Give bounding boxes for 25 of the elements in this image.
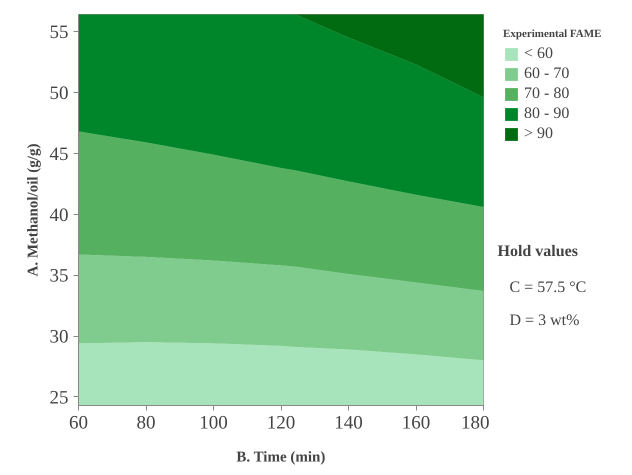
y-tick-label: 45 <box>50 144 68 165</box>
legend-label: < 60 <box>524 45 554 63</box>
y-tick-label: 40 <box>50 204 68 226</box>
x-tick-label: 140 <box>334 412 363 434</box>
text: D = 3 wt% <box>510 312 580 329</box>
y-tick-label: 55 <box>50 22 68 44</box>
y-tick-label: 50 <box>50 82 68 104</box>
x-tick-label: 120 <box>266 412 296 434</box>
legend-title: Experimental FAME <box>503 28 602 40</box>
x-tick-label: 160 <box>402 412 430 434</box>
text: Hold values <box>498 243 578 260</box>
y-axis-title: A. Methanol/oil (g/g) <box>26 144 42 276</box>
x-axis-title: B. Time (min) <box>236 450 326 466</box>
legend-label: 80 - 90 <box>524 105 570 123</box>
x-tick-label: 100 <box>199 412 228 434</box>
x-tick-label: 60 <box>69 412 88 434</box>
legend-label: 60 - 70 <box>524 65 570 83</box>
text: C = 57.5 °C <box>510 278 586 296</box>
x-tick-label: 80 <box>136 412 156 434</box>
y-tick-label: 35 <box>50 266 68 287</box>
legend-label: > 90 <box>524 125 554 143</box>
y-tick-label: 25 <box>50 387 68 408</box>
legend-label: 70 - 80 <box>524 85 570 103</box>
y-tick-label: 30 <box>50 326 68 348</box>
x-tick-label: 180 <box>461 412 490 434</box>
